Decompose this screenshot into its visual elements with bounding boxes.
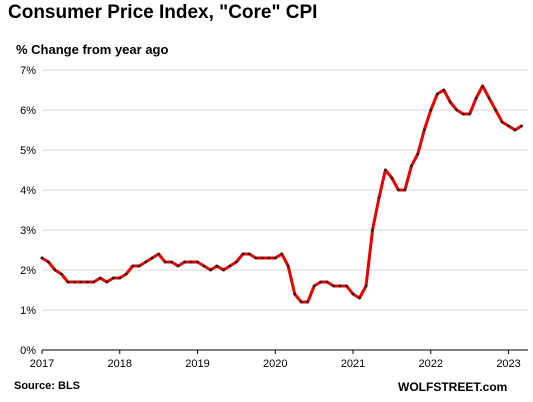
data-point [111,276,115,280]
data-point [397,188,400,192]
y-tick-label: 7% [20,65,36,77]
grid-lines [42,69,528,311]
data-point [235,260,238,264]
x-tick-label: 2020 [263,358,287,370]
data-point [267,256,271,260]
data-point [293,292,297,296]
data-point [137,264,141,268]
x-tick-label: 2023 [496,358,520,370]
data-point [286,264,290,268]
data-point [202,264,206,268]
data-point [319,280,322,284]
data-point [157,252,161,256]
data-point [215,264,219,268]
data-point [105,280,109,284]
data-point [79,280,83,284]
data-point [442,88,446,92]
x-tick-label: 2021 [341,358,365,370]
data-point [364,284,368,288]
chart-title: Consumer Price Index, "Core" CPI [8,2,318,23]
data-point [429,108,433,112]
data-point [47,260,50,264]
data-point [422,128,426,132]
data-point [60,272,63,276]
y-tick-label: 3% [20,225,36,237]
data-point [416,152,420,156]
series-layer [40,84,523,304]
data-point [299,300,303,304]
source-note: Source: BLS [14,380,81,392]
data-point [209,268,212,272]
tick-labels: 0% 1% 2% 3% 4% 5% 6% 7% 2017 2018 2019 2020 2021 2022… [20,65,521,370]
data-point [455,108,459,112]
y-tick-label: 6% [20,105,36,117]
x-tick-label: 2019 [185,358,209,370]
data-point [66,280,70,284]
data-point [507,124,510,128]
chart-subtitle: % Change from year ago [16,42,169,57]
data-point [150,256,154,260]
data-point [92,280,96,284]
x-tick-label: 2022 [419,358,443,370]
watermark: WOLFSTREET.com [398,380,508,394]
data-point [260,256,264,260]
data-point [487,96,491,100]
data-point [494,108,497,112]
data-point [384,168,387,172]
data-point [73,280,76,284]
data-point [520,124,523,128]
data-point [196,260,199,264]
data-point [40,256,44,260]
data-point [248,252,251,256]
data-point [403,188,407,192]
data-point [254,256,258,260]
data-point [228,264,232,268]
data-point [513,128,517,132]
axes [41,349,528,354]
y-tick-label: 5% [20,145,36,157]
data-point [474,96,478,100]
data-point [410,164,413,168]
data-point [461,112,465,116]
data-point [325,280,329,284]
y-tick-label: 0% [20,345,36,357]
data-point [124,272,128,276]
x-tick-label: 2018 [108,358,132,370]
data-point [390,176,394,180]
data-point [176,264,180,268]
data-point [98,276,102,280]
data-point [435,92,439,96]
data-point [500,120,504,124]
data-point [241,252,245,256]
data-point [222,268,225,272]
data-point [118,276,122,280]
data-point [306,300,310,304]
data-point [183,260,187,264]
data-point [468,112,472,116]
data-point [312,284,316,288]
data-point [377,196,381,200]
data-point [358,296,361,300]
data-point [332,284,335,288]
y-tick-label: 4% [20,185,36,197]
data-point [86,280,89,284]
data-point [280,252,284,256]
data-point [189,260,193,264]
x-tick-label: 2017 [30,358,54,370]
data-point [371,228,374,232]
data-point [163,260,167,264]
data-point [351,292,355,296]
data-point [338,284,342,288]
data-point [345,284,348,288]
data-point [131,264,135,268]
data-point [481,84,484,88]
y-tick-label: 1% [20,305,36,317]
data-point [53,268,57,272]
data-point [170,260,174,264]
data-point [273,256,277,260]
y-tick-label: 2% [20,265,36,277]
data-point [448,100,452,104]
data-point [144,260,148,264]
